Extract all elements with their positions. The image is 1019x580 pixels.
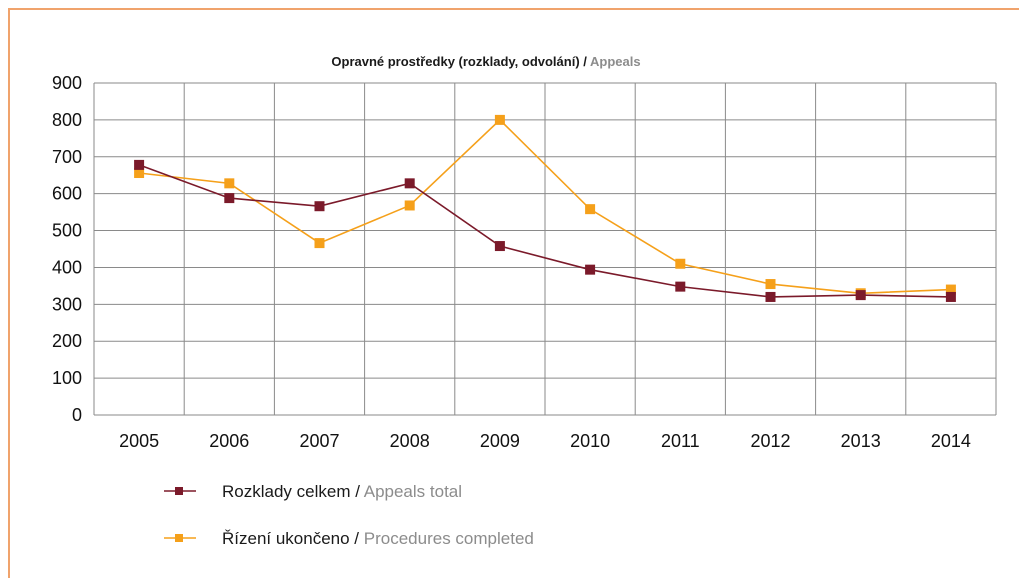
x-axis-ticks: 2005 2006 2007 2008 2009 2010 2011 2012 2013 2014 — [119, 431, 971, 451]
x-tick-label: 2006 — [209, 431, 249, 451]
legend-item: Řízení ukončeno / Procedures completed — [164, 529, 534, 548]
legend-label-sub: Appeals total — [364, 482, 462, 501]
data-point — [856, 290, 866, 300]
legend-marker — [175, 534, 183, 542]
data-point — [766, 292, 776, 302]
data-point — [315, 238, 325, 248]
legend: Rozklady celkem / Appeals total Řízení uk… — [164, 482, 534, 548]
data-point — [495, 241, 505, 251]
legend-item: Rozklady celkem / Appeals total — [164, 482, 462, 501]
y-tick-label: 500 — [52, 221, 82, 241]
y-axis-ticks: 0 100 200 300 400 500 600 700 800 900 — [52, 73, 82, 425]
legend-label-main: Rozklady celkem / — [222, 482, 364, 501]
data-point — [405, 178, 415, 188]
x-tick-label: 2011 — [661, 431, 700, 451]
x-tick-label: 2005 — [119, 431, 159, 451]
y-tick-label: 200 — [52, 331, 82, 351]
chart-title-sub: Appeals — [590, 54, 641, 69]
legend-label: Řízení ukončeno / Procedures completed — [222, 529, 534, 548]
data-point — [224, 193, 234, 203]
y-tick-label: 600 — [52, 184, 82, 204]
chart-title-main: Opravné prostředky (rozklady, odvolání) … — [331, 54, 590, 69]
data-point — [766, 279, 776, 289]
y-tick-label: 400 — [52, 257, 82, 277]
x-tick-label: 2013 — [841, 431, 881, 451]
data-point — [946, 292, 956, 302]
y-tick-label: 300 — [52, 294, 82, 314]
chart-title: Opravné prostředky (rozklady, odvolání) … — [331, 54, 640, 69]
x-tick-label: 2007 — [299, 431, 339, 451]
y-tick-label: 900 — [52, 73, 82, 93]
x-tick-label: 2012 — [750, 431, 790, 451]
chart-frame: Opravné prostředky (rozklady, odvolání) … — [8, 8, 1019, 578]
data-point — [405, 200, 415, 210]
line-chart: Opravné prostředky (rozklady, odvolání) … — [10, 10, 1019, 580]
y-tick-label: 800 — [52, 110, 82, 130]
data-point — [675, 282, 685, 292]
data-point — [585, 204, 595, 214]
x-tick-label: 2008 — [390, 431, 430, 451]
y-tick-label: 100 — [52, 368, 82, 388]
data-point — [495, 115, 505, 125]
data-point — [675, 259, 685, 269]
legend-label: Rozklady celkem / Appeals total — [222, 482, 462, 501]
data-point — [315, 201, 325, 211]
data-point — [134, 160, 144, 170]
legend-label-main: Řízení ukončeno / — [222, 529, 364, 548]
data-point — [224, 178, 234, 188]
grid — [94, 83, 996, 415]
y-tick-label: 700 — [52, 147, 82, 167]
x-tick-label: 2014 — [931, 431, 971, 451]
legend-label-sub: Procedures completed — [364, 529, 534, 548]
y-tick-label: 0 — [72, 405, 82, 425]
legend-marker — [175, 487, 183, 495]
data-point — [585, 265, 595, 275]
x-tick-label: 2010 — [570, 431, 610, 451]
x-tick-label: 2009 — [480, 431, 520, 451]
